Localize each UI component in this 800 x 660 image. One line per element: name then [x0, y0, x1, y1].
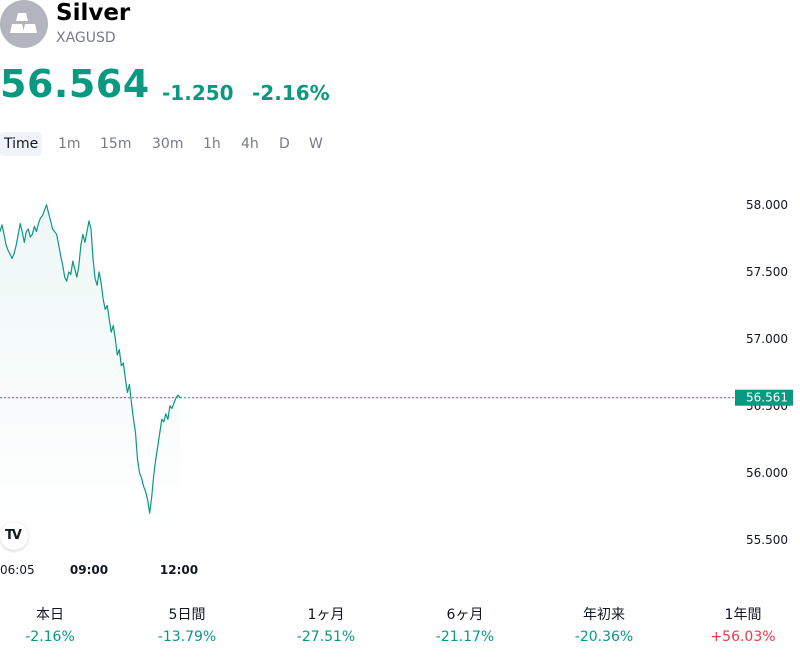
- price-change-percent: -2.16%: [252, 81, 330, 105]
- perf-label: 1ヶ月: [307, 607, 345, 623]
- tab-1h[interactable]: 1h: [203, 136, 221, 152]
- perf-label: 5日間: [168, 607, 206, 623]
- price-line: [0, 204, 181, 514]
- perf-6m[interactable]: 6ヶ月 -21.17%: [415, 604, 515, 648]
- perf-value: +56.03%: [710, 629, 776, 645]
- tab-1m[interactable]: 1m: [58, 136, 81, 152]
- perf-1y[interactable]: 1年間 +56.03%: [693, 604, 793, 648]
- y-tick-label: 57.000: [746, 332, 788, 346]
- y-tick-label: 55.500: [746, 533, 788, 547]
- price-change: -1.250: [162, 81, 234, 105]
- current-price-label: 56.561: [746, 391, 788, 405]
- price-area: [0, 204, 180, 531]
- instrument-ticker: XAGUSD: [56, 30, 116, 46]
- tab-d[interactable]: D: [279, 136, 290, 152]
- current-price: 56.564: [0, 62, 150, 106]
- y-tick-label: 57.500: [746, 265, 788, 279]
- x-axis: 06:05 09:00 12:00: [0, 563, 198, 577]
- perf-label: 6ヶ月: [446, 607, 484, 623]
- perf-1m[interactable]: 1ヶ月 -27.51%: [276, 604, 376, 648]
- perf-5d[interactable]: 5日間 -13.79%: [137, 604, 237, 648]
- tab-15m[interactable]: 15m: [100, 136, 132, 152]
- perf-value: -27.51%: [296, 629, 356, 645]
- instrument-name: Silver: [56, 0, 131, 26]
- area-fill: [0, 204, 180, 531]
- perf-label: 年初来: [583, 607, 625, 623]
- perf-today[interactable]: 本日 -2.16%: [0, 604, 100, 648]
- current-price-line: 56.561: [0, 389, 793, 406]
- tradingview-logo[interactable]: TV: [0, 522, 28, 550]
- x-tick-label: 06:05: [0, 563, 35, 577]
- performance-row: 本日 -2.16% 5日間 -13.79% 1ヶ月 -27.51% 6ヶ月 -2…: [0, 604, 800, 660]
- perf-label: 本日: [36, 607, 64, 623]
- current-price-tag: [735, 389, 793, 406]
- perf-ytd[interactable]: 年初来 -20.36%: [554, 604, 654, 648]
- perf-value: -20.36%: [574, 629, 634, 645]
- tab-30m[interactable]: 30m: [152, 136, 184, 152]
- perf-label: 1年間: [724, 607, 762, 623]
- silver-logo: [0, 0, 48, 48]
- tab-w[interactable]: W: [309, 136, 323, 152]
- perf-value: -2.16%: [25, 629, 75, 645]
- x-tick-label: 12:00: [160, 563, 198, 577]
- series-line: [0, 204, 181, 514]
- perf-value: -21.17%: [435, 629, 495, 645]
- perf-value: -13.79%: [157, 629, 217, 645]
- tab-4h[interactable]: 4h: [241, 136, 259, 152]
- y-tick-label: 58.000: [746, 198, 788, 212]
- y-tick-label: 56.000: [746, 466, 788, 480]
- silver-bars-icon: [10, 13, 37, 33]
- x-tick-label: 09:00: [70, 563, 108, 577]
- tab-time[interactable]: Time: [0, 132, 43, 156]
